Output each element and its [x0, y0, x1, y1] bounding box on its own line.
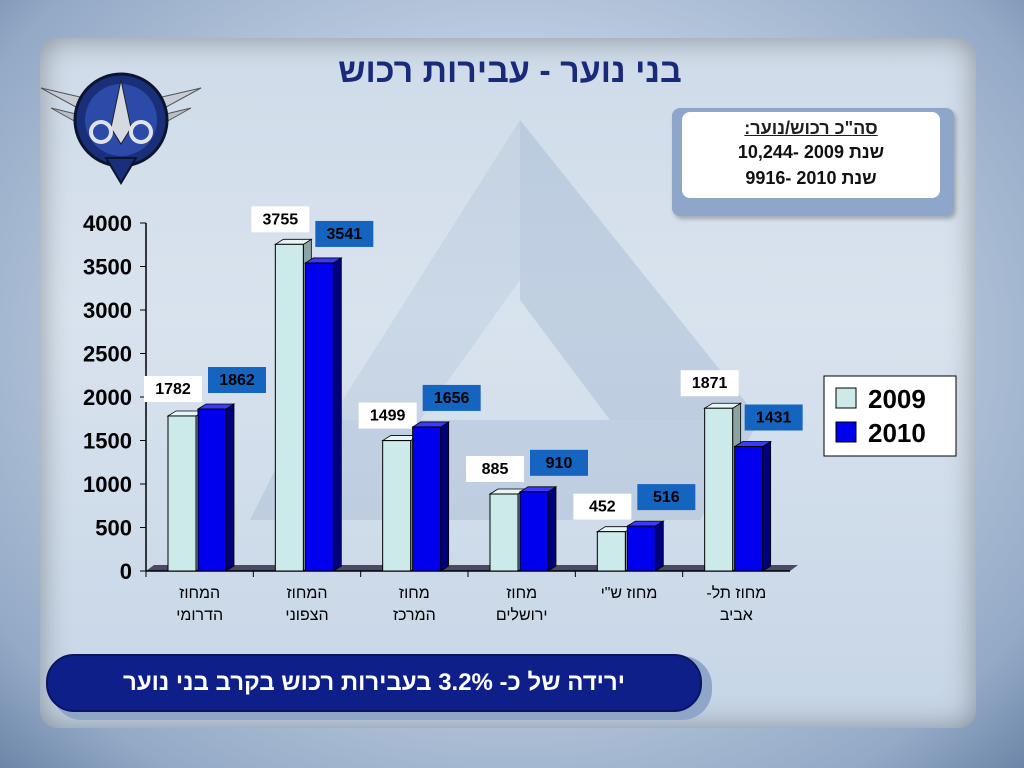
data-label-2010-4: 516 — [653, 489, 680, 506]
bar-side — [332, 257, 342, 572]
y-tick-label: 1000 — [83, 472, 132, 497]
x-category-label: מחוז — [399, 585, 430, 602]
data-label-box — [251, 206, 310, 233]
totals-box: סה"כ רכוש/נוער: שנת 2009 -10,244 שנת 201… — [682, 112, 940, 198]
x-category-label: הדרומי — [176, 607, 223, 624]
data-label-2009-2: 1499 — [370, 408, 406, 425]
legend-swatch-2009 — [835, 387, 857, 409]
totals-title: סה"כ רכוש/נוער: — [744, 118, 878, 138]
bar-chart: 0 500 1000 1500 2000 2500 3000 3500 4000 1782 1862… — [83, 206, 957, 624]
bar-side — [225, 403, 235, 572]
data-label-box — [358, 402, 417, 429]
slide-title: בני נוער - עבירות רכוש — [338, 52, 682, 90]
data-label-box — [637, 484, 696, 511]
bar-2009-0 — [167, 415, 197, 572]
data-label-2010-3: 910 — [546, 455, 573, 472]
bar-2009-5 — [704, 407, 734, 572]
x-category-label: המחוז — [179, 585, 220, 602]
y-tick-label: 500 — [95, 516, 132, 541]
legend-swatch-2010 — [835, 421, 857, 443]
data-label-2009-0: 1782 — [155, 381, 191, 398]
data-label-2009-3: 885 — [482, 461, 509, 478]
y-tick-label: 0 — [120, 559, 132, 584]
legend-label-2010: 2010 — [868, 418, 926, 448]
y-tick-label: 2500 — [83, 342, 132, 367]
data-label-2009-4: 452 — [589, 499, 616, 516]
data-label-2010-2: 1656 — [434, 390, 470, 407]
bar-2010-0 — [197, 408, 227, 572]
bar-2010-3 — [519, 491, 549, 572]
x-category-label: המרכז — [393, 607, 436, 624]
data-label-2010-1: 3541 — [327, 226, 363, 243]
chart-floor — [146, 565, 798, 571]
data-label-box — [680, 370, 739, 397]
y-tick-label: 1500 — [83, 429, 132, 454]
data-label-box — [530, 449, 588, 476]
bar-side — [654, 520, 664, 572]
bar-side — [762, 440, 772, 572]
y-tick-label: 3500 — [83, 255, 132, 280]
data-label-box — [744, 404, 803, 431]
data-label-2009-1: 3755 — [263, 211, 299, 228]
footer-banner: ירידה של כ- 3.2% בעבירות רכוש בקרב בני נ… — [46, 654, 702, 712]
x-category-label: מחוז ש"י — [601, 585, 658, 602]
data-label-box — [466, 456, 524, 483]
data-label-2010-5: 1431 — [756, 410, 792, 427]
bar-2010-4 — [626, 525, 656, 572]
data-label-box — [144, 375, 202, 402]
bar-2009-3 — [489, 493, 519, 572]
y-tick-label: 4000 — [83, 211, 132, 236]
data-label-box — [573, 493, 632, 520]
y-tick-label: 3000 — [83, 298, 132, 323]
bar-side — [440, 421, 450, 572]
y-tick-label: 2000 — [83, 385, 132, 410]
totals-2009: שנת 2009 -10,244 — [737, 142, 885, 162]
bar-2010-1 — [304, 262, 334, 572]
x-category-label: מחוז — [506, 585, 537, 602]
bar-side — [547, 486, 557, 572]
x-category-label: מחוז תל- — [706, 584, 766, 602]
data-label-box — [208, 367, 266, 394]
x-category-label: הצפוני — [285, 607, 328, 624]
data-label-box — [422, 384, 481, 411]
police-emblem-logo — [40, 72, 202, 185]
bar-2009-4 — [596, 531, 626, 572]
x-category-label: ירושלים — [496, 606, 548, 624]
bar-2010-2 — [412, 426, 442, 572]
legend-label-2009: 2009 — [868, 384, 926, 414]
bar-2009-1 — [274, 243, 304, 572]
x-category-label: המחוז — [287, 585, 328, 602]
data-label-2009-5: 1871 — [692, 375, 728, 392]
bar-2010-5 — [734, 446, 764, 572]
totals-2010: שנת 2010 -9916 — [745, 168, 877, 188]
data-label-box — [315, 220, 374, 247]
data-label-2010-0: 1862 — [219, 372, 255, 389]
x-category-label: אביב — [720, 607, 753, 624]
bar-2009-2 — [382, 440, 412, 572]
